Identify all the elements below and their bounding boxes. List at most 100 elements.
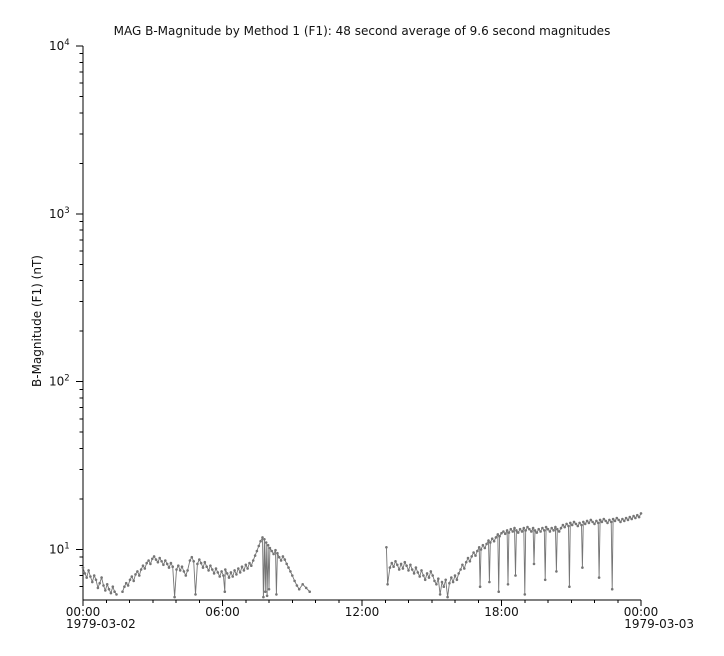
series-line bbox=[82, 567, 117, 595]
data-point bbox=[111, 585, 115, 588]
data-point bbox=[295, 584, 299, 587]
data-point bbox=[444, 578, 448, 582]
data-point bbox=[261, 536, 264, 539]
data-point bbox=[231, 575, 234, 578]
data-point bbox=[287, 566, 290, 569]
data-point bbox=[595, 519, 598, 523]
data-point bbox=[589, 518, 593, 522]
data-point bbox=[394, 560, 397, 563]
x-tick-label: 00:00 bbox=[66, 605, 101, 619]
data-point bbox=[532, 562, 536, 566]
data-point bbox=[526, 525, 529, 529]
data-point bbox=[539, 530, 542, 533]
data-point bbox=[262, 595, 265, 599]
data-point bbox=[186, 569, 189, 572]
data-point bbox=[414, 566, 418, 569]
data-point bbox=[199, 561, 203, 565]
data-point bbox=[265, 594, 269, 598]
data-point bbox=[227, 576, 231, 579]
data-point bbox=[418, 575, 422, 578]
data-point bbox=[488, 580, 491, 584]
data-point bbox=[293, 579, 296, 583]
data-point bbox=[442, 585, 446, 588]
data-point bbox=[222, 574, 225, 577]
data-point bbox=[270, 549, 274, 553]
data-point bbox=[511, 530, 514, 533]
data-point bbox=[496, 533, 500, 536]
data-point bbox=[617, 518, 620, 522]
data-point bbox=[565, 522, 568, 526]
data-point bbox=[636, 513, 639, 517]
data-point bbox=[557, 530, 561, 533]
data-point bbox=[233, 569, 236, 572]
data-point bbox=[602, 517, 606, 521]
data-point bbox=[416, 571, 420, 574]
data-point bbox=[457, 572, 461, 575]
data-point bbox=[608, 518, 611, 522]
data-point bbox=[420, 569, 423, 572]
data-point bbox=[89, 575, 92, 578]
data-point bbox=[476, 549, 479, 553]
data-point bbox=[96, 586, 100, 590]
data-point bbox=[218, 575, 221, 578]
data-point bbox=[85, 576, 88, 579]
data-point bbox=[209, 564, 212, 567]
data-point bbox=[152, 555, 156, 558]
data-point bbox=[606, 521, 609, 525]
data-point bbox=[533, 529, 537, 532]
data-point bbox=[100, 576, 103, 579]
data-point bbox=[468, 560, 472, 563]
data-point bbox=[283, 558, 287, 561]
data-point bbox=[570, 523, 574, 527]
data-point bbox=[180, 565, 184, 568]
data-point bbox=[609, 520, 613, 524]
data-point bbox=[489, 541, 492, 544]
data-point bbox=[610, 587, 614, 591]
data-point bbox=[248, 561, 251, 565]
data-point bbox=[229, 571, 233, 574]
data-point bbox=[461, 563, 464, 567]
data-point bbox=[492, 539, 496, 543]
data-point bbox=[624, 516, 628, 520]
data-point bbox=[582, 520, 585, 524]
data-point bbox=[561, 523, 565, 527]
data-point bbox=[145, 561, 148, 565]
data-point bbox=[583, 522, 587, 526]
x-axis-start-date: 1979-03-02 bbox=[66, 617, 136, 631]
data-point bbox=[121, 590, 124, 593]
data-point bbox=[634, 516, 637, 520]
data-point bbox=[223, 590, 227, 593]
data-point bbox=[91, 580, 94, 584]
data-point bbox=[212, 572, 216, 575]
data-point bbox=[238, 571, 242, 574]
data-point bbox=[569, 521, 572, 525]
data-point bbox=[446, 595, 449, 599]
data-point bbox=[115, 593, 118, 596]
y-tick-label: 102 bbox=[49, 374, 70, 389]
data-point bbox=[109, 591, 113, 595]
data-point bbox=[297, 587, 301, 591]
x-tick-label: 06:00 bbox=[205, 605, 240, 619]
data-point bbox=[267, 587, 271, 591]
data-point bbox=[615, 516, 619, 520]
data-point bbox=[474, 554, 477, 557]
data-point bbox=[611, 517, 615, 521]
data-point bbox=[524, 529, 527, 532]
data-point bbox=[514, 574, 517, 577]
data-point bbox=[220, 570, 223, 573]
data-point bbox=[83, 572, 87, 575]
x-tick-label: 00:00 bbox=[624, 605, 659, 619]
y-tick-label: 104 bbox=[49, 38, 70, 53]
x-tick-label: 12:00 bbox=[345, 605, 380, 619]
data-point bbox=[600, 520, 604, 524]
data-point bbox=[546, 527, 550, 531]
data-point bbox=[177, 564, 180, 567]
data-point bbox=[568, 585, 571, 588]
chart-title: MAG B-Magnitude by Method 1 (F1): 48 sec… bbox=[113, 24, 611, 38]
data-point bbox=[543, 529, 546, 532]
data-point bbox=[598, 518, 602, 522]
data-point bbox=[563, 525, 566, 529]
data-point bbox=[274, 548, 277, 552]
data-point bbox=[427, 576, 431, 579]
data-point bbox=[410, 568, 414, 571]
